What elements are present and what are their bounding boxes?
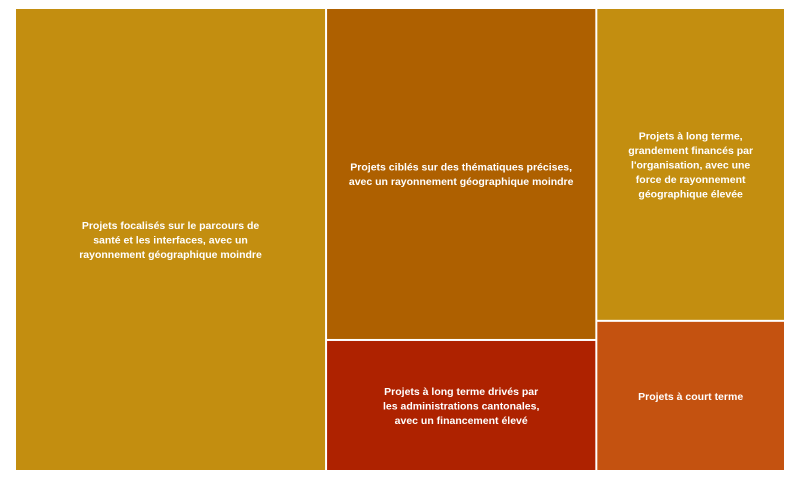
treemap-tile: Projets à court terme [597,321,784,470]
treemap-tile-label-line: rayonnement géographique moindre [79,249,262,261]
treemap-tile-rect [16,9,326,470]
treemap-tile-label-line: Projets focalisés sur le parcours de [82,220,260,232]
treemap-tile-rect [327,340,596,470]
treemap-tile-label-line: Projets ciblés sur des thématiques préci… [350,162,572,174]
treemap-tile-label: Projets ciblés sur des thématiques préci… [349,162,574,189]
treemap-tile-label-line: grandement financés par [628,145,753,157]
treemap-tile-rect [327,9,596,339]
treemap-tile-label: Projets focalisés sur le parcours de sant… [79,220,262,261]
treemap-tile-label: Projets à long terme, grandement financés… [628,130,753,200]
treemap-tile: Projets focalisés sur le parcours de sant… [16,9,326,470]
treemap-tile: Projets à long terme drivés par les admin… [327,340,596,470]
treemap-tile-label-line: avec un financement élevé [395,415,528,427]
treemap-tile-label-line: santé et les interfaces, avec un [93,235,248,247]
treemap-tile-label-line: Projets à long terme, [639,130,743,142]
treemap-tile-label-line: force de rayonnement [636,174,746,186]
treemap-tile-label: Projets à court terme [638,391,743,403]
treemap-tile-label-line: avec un rayonnement géographique moindre [349,176,574,188]
treemap-tile: Projets à long terme, grandement financés… [597,9,784,320]
treemap-tile-label-line: les administrations cantonales, [383,400,539,412]
treemap-tile: Projets ciblés sur des thématiques préci… [327,9,596,339]
treemap-tile-label-line: Projets à long terme drivés par [384,386,538,398]
treemap-tile-rect [597,9,784,320]
treemap-tile-label-line: Projets à court terme [638,391,743,403]
treemap-tile-label-line: géographique élevée [638,188,743,200]
treemap-tile-label-line: l'organisation, avec une [631,159,750,171]
treemap-tile-rect [597,321,784,470]
treemap-tile-label: Projets à long terme drivés par les admin… [383,386,539,427]
